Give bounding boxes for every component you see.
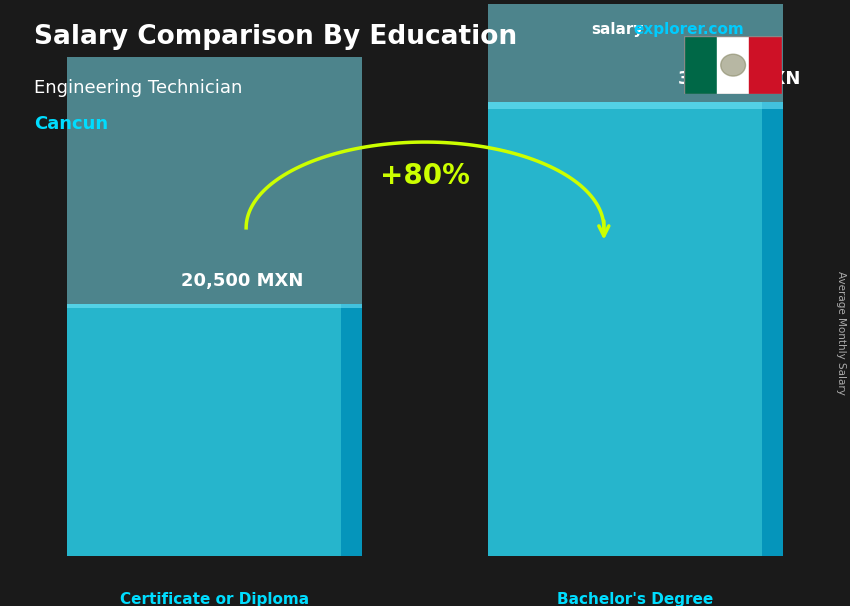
Bar xyxy=(488,102,783,556)
Text: Salary Comparison By Education: Salary Comparison By Education xyxy=(34,24,517,50)
Bar xyxy=(67,304,362,556)
Bar xyxy=(488,0,783,109)
Text: explorer.com: explorer.com xyxy=(633,22,744,38)
Text: Average Monthly Salary: Average Monthly Salary xyxy=(836,271,846,395)
Text: Bachelor's Degree: Bachelor's Degree xyxy=(558,593,713,606)
Text: +80%: +80% xyxy=(380,162,470,190)
Bar xyxy=(762,102,783,556)
Text: 20,500 MXN: 20,500 MXN xyxy=(181,271,303,290)
Text: 37,000 MXN: 37,000 MXN xyxy=(677,70,800,87)
Bar xyxy=(717,36,750,94)
Text: Cancun: Cancun xyxy=(34,115,108,133)
Bar xyxy=(67,57,362,308)
Bar xyxy=(684,36,717,94)
Bar xyxy=(750,36,782,94)
Text: Engineering Technician: Engineering Technician xyxy=(34,79,242,97)
Bar xyxy=(341,304,362,556)
Circle shape xyxy=(721,54,745,76)
Text: Certificate or Diploma: Certificate or Diploma xyxy=(120,593,309,606)
Text: salary: salary xyxy=(591,22,643,38)
